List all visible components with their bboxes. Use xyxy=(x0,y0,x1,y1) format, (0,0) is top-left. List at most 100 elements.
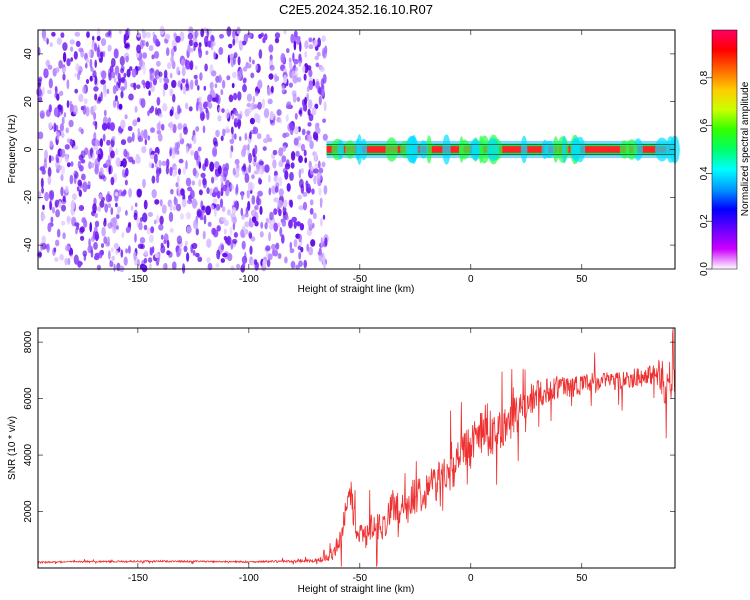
heatmap-cell xyxy=(253,170,259,175)
heatmap-cell xyxy=(105,159,112,168)
heatmap-cell xyxy=(302,201,308,211)
heatmap-cell xyxy=(241,255,248,264)
heatmap-cell xyxy=(154,163,158,168)
y-tick-label: -40 xyxy=(23,237,34,252)
heatmap-cell xyxy=(206,109,210,121)
heatmap-cell xyxy=(182,166,186,175)
heatmap-cell xyxy=(278,176,283,187)
heatmap-cell xyxy=(263,33,268,41)
heatmap-cell xyxy=(38,190,42,200)
heatmap-cell xyxy=(230,184,234,190)
heatmap-cell xyxy=(212,198,218,205)
heatmap-cell xyxy=(108,72,112,81)
heatmap-cell xyxy=(214,83,218,88)
heatmap-cell xyxy=(187,186,193,192)
heatmap-cell xyxy=(267,137,273,143)
heatmap-cell xyxy=(240,207,244,216)
heatmap-cell xyxy=(169,202,173,212)
heatmap-cell xyxy=(222,128,226,137)
heatmap-cell xyxy=(191,242,198,250)
heatmap-cell xyxy=(237,120,241,130)
heatmap-cell xyxy=(242,84,247,93)
heatmap-cell xyxy=(59,253,64,261)
heatmap-cell xyxy=(136,117,141,123)
heatmap-cell xyxy=(251,195,256,205)
heatmap-cell xyxy=(271,243,276,250)
heatmap-cell xyxy=(272,249,279,257)
heatmap-cell xyxy=(178,168,181,176)
heatmap-cell xyxy=(216,190,221,199)
heatmap-cell xyxy=(288,82,293,88)
heatmap-cell xyxy=(183,245,188,253)
heatmap-cell xyxy=(109,65,114,73)
heatmap-cell xyxy=(258,33,262,39)
heatmap-cell xyxy=(50,216,54,223)
heatmap-cell xyxy=(171,150,176,159)
heatmap-cell xyxy=(278,147,284,157)
heatmap-cell xyxy=(61,116,65,125)
heatmap-cell xyxy=(154,199,160,205)
heatmap-cell xyxy=(156,173,160,184)
heatmap-cell xyxy=(278,160,284,168)
heatmap-cell xyxy=(230,265,235,271)
heatmap-cell xyxy=(290,162,295,169)
heatmap-cell xyxy=(277,253,282,259)
heatmap-cell xyxy=(90,66,94,72)
y-tick-label: 6000 xyxy=(23,387,34,410)
heatmap-cell xyxy=(211,192,217,198)
heatmap-cell xyxy=(72,193,77,201)
heatmap-cell xyxy=(236,263,241,269)
heatmap-cell xyxy=(62,52,67,63)
heatmap-cell xyxy=(123,72,127,78)
heatmap-cell xyxy=(66,138,71,144)
heatmap-cell xyxy=(266,259,271,268)
heatmap-cell xyxy=(304,96,308,106)
heatmap-cell xyxy=(120,139,127,146)
heatmap-cell xyxy=(94,93,98,101)
heatmap-cell xyxy=(165,165,169,175)
heatmap-cell xyxy=(52,206,55,214)
heatmap-cell xyxy=(160,123,165,131)
heatmap-cell xyxy=(289,122,294,131)
heatmap-cell xyxy=(125,29,128,35)
heatmap-cell xyxy=(156,96,161,106)
heatmap-cell xyxy=(198,101,203,112)
heatmap-cell xyxy=(156,60,161,67)
heatmap-cell xyxy=(131,132,135,142)
heatmap-cell xyxy=(260,221,264,229)
heatmap-cell xyxy=(169,227,174,233)
heatmap-cell xyxy=(70,57,73,62)
heatmap-cell xyxy=(212,146,218,155)
heatmap-cell xyxy=(258,160,264,166)
heatmap-cell xyxy=(226,209,231,216)
heatmap-cell xyxy=(181,199,187,208)
heatmap-cell xyxy=(229,150,233,159)
heatmap-cell xyxy=(143,224,148,231)
heatmap-cell xyxy=(225,126,229,132)
heatmap-cell xyxy=(228,94,234,103)
heatmap-cell xyxy=(181,58,185,67)
heatmap-cell xyxy=(148,234,154,243)
heatmap-cell xyxy=(273,208,278,216)
heatmap-cell xyxy=(162,103,168,112)
heatmap-cell xyxy=(237,56,241,66)
heatmap-cell xyxy=(76,186,80,192)
heatmap-cell xyxy=(39,166,45,172)
heatmap-cell xyxy=(163,239,167,245)
heatmap-cell xyxy=(226,185,230,196)
heatmap-cell xyxy=(211,176,215,184)
heatmap-cell xyxy=(163,69,168,79)
heatmap-cell xyxy=(109,260,114,268)
heatmap-cell xyxy=(221,79,226,89)
heatmap-cell xyxy=(306,92,309,102)
heatmap-cell xyxy=(231,82,235,89)
heatmap-cell xyxy=(127,136,133,144)
heatmap-cell xyxy=(222,163,226,172)
heatmap-cell xyxy=(315,62,320,68)
heatmap-cell xyxy=(186,226,192,234)
heatmap-cell xyxy=(244,173,250,184)
heatmap-cell xyxy=(320,218,323,227)
heatmap-cell xyxy=(230,242,234,250)
heatmap-cell xyxy=(243,77,247,83)
heatmap-cell xyxy=(121,232,125,239)
